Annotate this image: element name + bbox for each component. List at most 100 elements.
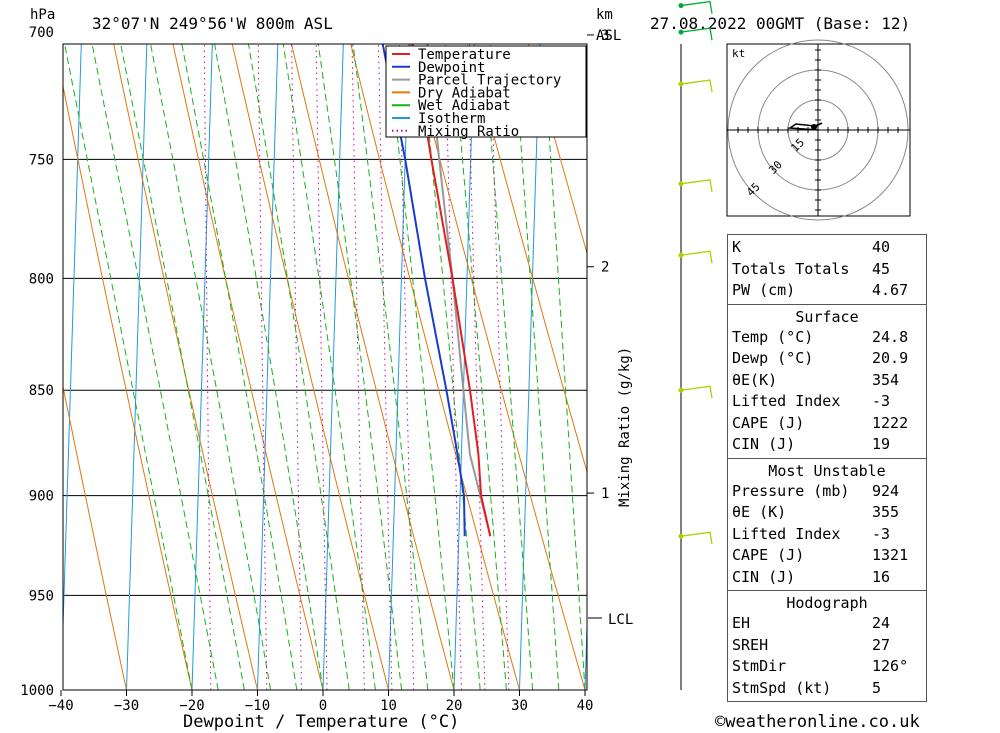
km-unit-label: km (596, 7, 613, 23)
index-value: 45 (872, 259, 891, 278)
surface-row: θE(K) 354 (732, 370, 922, 392)
surface-value: 354 (872, 370, 900, 389)
temp-tick-10: 10 (380, 698, 397, 714)
legend-label: Parcel Trajectory (418, 73, 561, 89)
surface-value: -3 (872, 392, 891, 410)
temp-tick--20: −20 (179, 698, 204, 714)
isotherm-line (126, 44, 148, 690)
temp-tick--10: −10 (245, 698, 270, 714)
plot-area (63, 44, 587, 690)
x-axis-label: Dewpoint / Temperature (°C) (183, 712, 459, 732)
mixing-ratio-line (398, 44, 415, 690)
hodograph-stat-label: EH (732, 614, 751, 632)
surface-label: CIN (J) (732, 435, 796, 453)
mixing-ratio-line (203, 44, 212, 690)
wind-barb (680, 0, 713, 14)
hodograph-stat-row: SREH 27 (732, 635, 922, 657)
isotherm-line (191, 44, 213, 690)
wind-barb-dot (678, 3, 684, 9)
index-row: K 40 (732, 237, 922, 259)
wind-barb (680, 79, 713, 93)
index-row: PW (cm) 4.67 (732, 280, 922, 302)
hodograph-stat-label: StmDir (732, 657, 787, 675)
pressure-tick-750: 750 (29, 152, 54, 168)
most-unstable-row: Lifted Index -3 (732, 524, 922, 546)
sounding-profiles (381, 44, 492, 537)
dry-adiabat-line (113, 44, 258, 690)
hodograph-stat-label: SREH (732, 635, 769, 654)
hodograph-dot (811, 124, 817, 130)
wet-adiabat-line (150, 44, 272, 690)
parcel-trajectory-line (426, 44, 492, 537)
location-title: 32°07'N 249°56'W 800m ASL (92, 14, 333, 33)
stats-table: K 40 Totals Totals 45 PW (cm) 4.67 Surface Te… (727, 234, 927, 702)
plot-frame (62, 43, 588, 691)
hodograph-stat-row: StmDir 126° (732, 656, 922, 678)
temp-tick--30: −30 (114, 698, 139, 714)
isotherm-line (453, 44, 475, 690)
wet-adiabat-line (352, 44, 429, 690)
copyright-footer: ©weatheronline.co.uk (715, 712, 920, 732)
temperature-line (411, 44, 492, 537)
wind-barb (680, 179, 713, 192)
most-unstable-label: θE (K) (732, 503, 787, 521)
dry-adiabat-line (172, 44, 324, 690)
most-unstable-value: 355 (872, 503, 900, 521)
legend-label: Dry Adiabat (418, 85, 511, 101)
mixing-ratio-line (444, 44, 462, 690)
dry-adiabat-line (468, 44, 587, 474)
dry-adiabat-lines (63, 44, 587, 690)
pressure-tick-850: 850 (29, 383, 54, 399)
most-unstable-title: Most Unstable (768, 461, 886, 480)
pressure-tick-700: 700 (29, 25, 54, 41)
asl-label: ASL (596, 28, 621, 44)
hodograph-stat-value: 126° (872, 657, 909, 675)
most-unstable-value: 924 (872, 481, 900, 500)
most-unstable-label: CAPE (J) (732, 546, 805, 564)
km-tick-1: 1 (601, 486, 609, 502)
hodograph-stat-value: 27 (872, 635, 891, 654)
temperature-axis: −40 −30 −20 −10 0 10 20 30 40 (48, 690, 593, 714)
height-axis: 123456789 (587, 28, 609, 502)
wet-adiabat-line (181, 44, 298, 690)
isotherm-line (584, 610, 587, 690)
index-label: K (732, 238, 742, 256)
isotherm-line (322, 44, 344, 690)
most-unstable-section: Most Unstable Pressure (mb) 924 θE (K) 355 L… (727, 457, 927, 590)
indices-section: K 40 Totals Totals 45 PW (cm) 4.67 (727, 234, 927, 304)
isotherm-line (257, 44, 279, 690)
temp-tick-40: 40 (577, 698, 594, 714)
pressure-unit-label: hPa (30, 7, 55, 23)
surface-label: Temp (°C) (732, 327, 814, 346)
legend-label: Temperature (418, 47, 511, 63)
surface-label: CAPE (J) (732, 413, 805, 432)
most-unstable-row: Pressure (mb) 924 (732, 481, 922, 503)
wet-adiabat-line (91, 44, 219, 690)
surface-row: Dewp (°C) 20.9 (732, 348, 922, 370)
index-row: Totals Totals 45 (732, 259, 922, 281)
most-unstable-label: Lifted Index (732, 524, 841, 543)
wind-barb (680, 531, 713, 545)
isotherm-line (388, 44, 410, 690)
hodograph-stat-row: EH 24 (732, 613, 922, 635)
most-unstable-value: 16 (872, 567, 891, 586)
hodograph-unit: kt (732, 47, 745, 60)
most-unstable-row: θE (K) 355 (732, 502, 922, 524)
dry-adiabat-line (291, 44, 455, 690)
isotherm-lines (63, 44, 587, 690)
km-tick-3: 3 (601, 28, 609, 44)
most-unstable-row: CAPE (J) 1321 (732, 545, 922, 567)
mixing-ratio-line (490, 44, 510, 690)
mixing-ratio-line (291, 44, 302, 690)
legend-label: Isotherm (418, 111, 485, 127)
wind-barb (680, 250, 713, 264)
pressure-tick-800: 800 (29, 271, 54, 287)
mixing-ratio-line (351, 44, 365, 690)
mixing-ratio-line (257, 44, 268, 690)
surface-row: Temp (°C) 24.8 (732, 327, 922, 349)
hodograph-trace (787, 122, 823, 131)
datetime-title: 27.08.2022 00GMT (Base: 12) (650, 14, 910, 33)
surface-value: 19 (872, 435, 891, 453)
mixing-ratio-lines (203, 44, 510, 690)
